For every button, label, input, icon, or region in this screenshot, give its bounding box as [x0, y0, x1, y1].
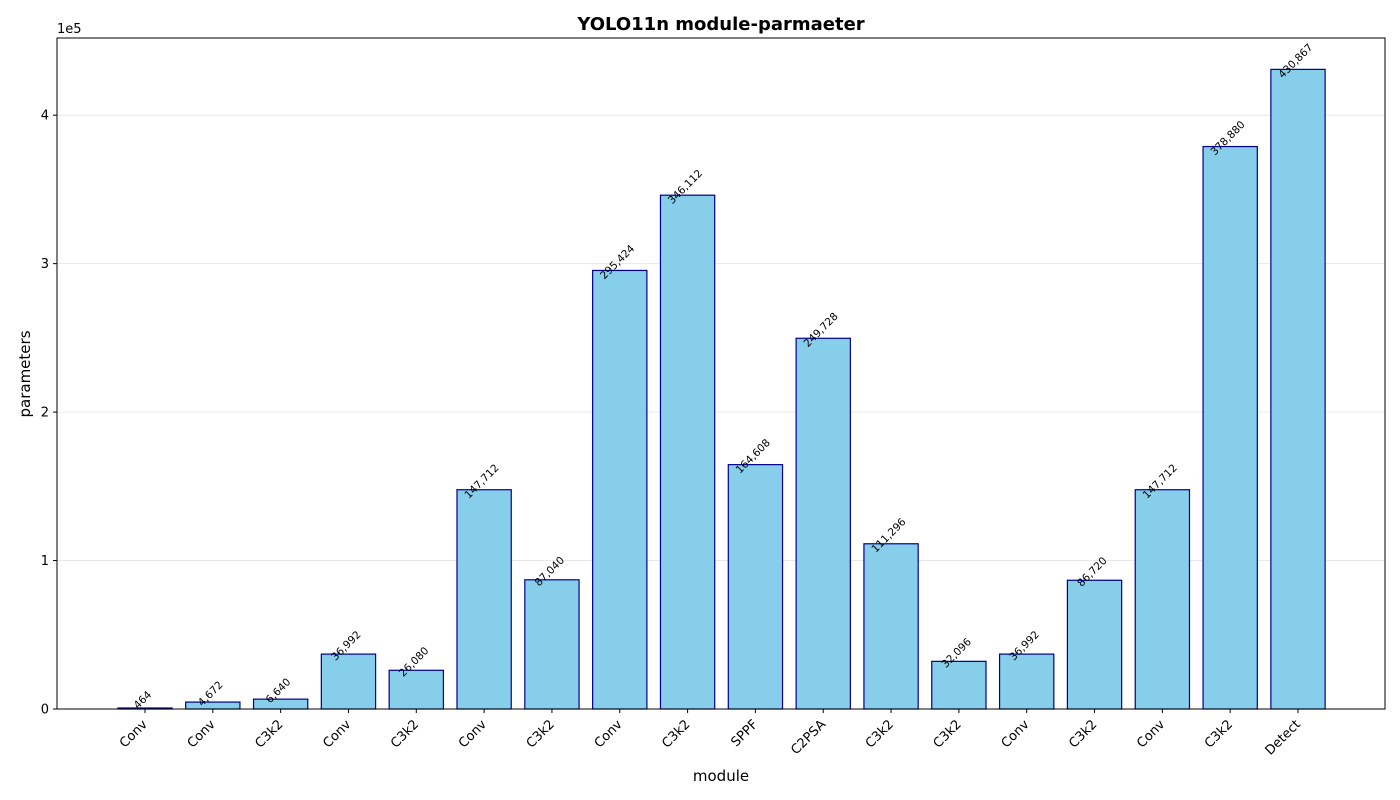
x-tick-label: Conv: [185, 717, 219, 751]
x-tick-label: SPPF: [728, 717, 761, 750]
y-tick-label: 3: [41, 257, 49, 272]
bar: [185, 701, 241, 710]
bar: [252, 698, 309, 710]
plot-frame: [56, 37, 1386, 710]
bar: [1270, 68, 1326, 710]
y-tick-label: 2: [41, 406, 49, 421]
x-tick-label: Conv: [999, 717, 1033, 751]
bar: [727, 464, 784, 710]
y-tick-label: 4: [41, 109, 49, 124]
y-axis-offset-label: 1e5: [57, 22, 82, 37]
bar: [931, 660, 987, 710]
bar: [524, 579, 580, 710]
bar: [659, 194, 716, 710]
x-tick-label: Conv: [320, 717, 354, 751]
y-axis-label: parameters: [16, 330, 34, 417]
y-axis-ticks: 0 1 2 3 4: [41, 109, 57, 718]
bar: [863, 543, 919, 710]
x-tick-label: Conv: [117, 717, 151, 751]
x-tick-label: C2PSA: [788, 717, 829, 758]
x-tick-label: C3k2: [659, 717, 693, 751]
x-tick-label: C3k2: [252, 717, 286, 751]
bar: [592, 269, 648, 710]
x-tick-label: Conv: [592, 717, 626, 751]
bar: [456, 489, 512, 710]
x-tick-label: C3k2: [1066, 717, 1100, 751]
bar: [795, 337, 851, 710]
x-tick-label: C3k2: [1202, 717, 1236, 751]
x-axis-label: module: [693, 767, 749, 785]
bar: [1202, 145, 1258, 710]
bar: [1066, 579, 1123, 710]
bar: [998, 653, 1055, 710]
x-tick-label: Detect: [1263, 717, 1304, 758]
chart-title: YOLO11n module-parmaeter: [576, 14, 864, 35]
bars: [117, 68, 1326, 710]
x-axis-ticks: Conv Conv C3k2 Conv C3k2 Conv C3k2 Conv C3k2 SPPF…: [117, 709, 1304, 758]
x-tick-label: C3k2: [388, 717, 422, 751]
x-tick-label: Conv: [456, 717, 490, 751]
bar: [320, 653, 377, 710]
x-tick-label: Conv: [1134, 717, 1168, 751]
x-tick-label: C3k2: [931, 717, 965, 751]
y-tick-label: 0: [41, 703, 49, 718]
x-tick-label: C3k2: [524, 717, 558, 751]
x-tick-label: C3k2: [863, 717, 897, 751]
bar: [1134, 489, 1191, 710]
y-tick-label: 1: [41, 554, 49, 569]
bar: [388, 669, 445, 710]
